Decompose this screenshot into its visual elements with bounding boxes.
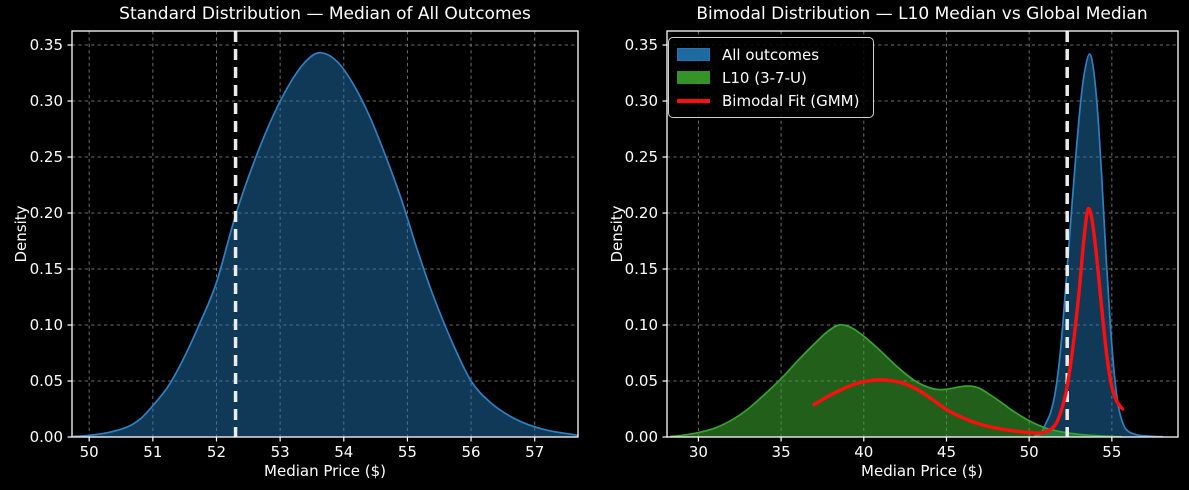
legend-row-bimodal-fit: Bimodal Fit (GMM): [677, 89, 859, 112]
x-tick-label: 54: [334, 443, 353, 461]
y-tick-label: 0.35: [30, 36, 63, 54]
axes-spines: [71, 30, 579, 438]
x-tick-label: 30: [689, 443, 708, 461]
y-tick-label: 0.30: [30, 92, 63, 110]
right-xaxis-label: Median Price ($): [861, 462, 983, 480]
x-tick-label: 56: [462, 443, 481, 461]
y-tick-label: 0.20: [625, 204, 658, 222]
legend-row-all-outcomes: All outcomes: [677, 43, 859, 66]
legend-label-all-outcomes: All outcomes: [722, 45, 820, 64]
y-tick-label: 0.25: [30, 148, 63, 166]
legend-swatch-all-outcomes: [677, 48, 710, 61]
y-tick-label: 0.15: [30, 260, 63, 278]
x-tick-label: 51: [143, 443, 162, 461]
x-tick-label: 50: [80, 443, 99, 461]
y-tick-label: 0.25: [625, 148, 658, 166]
left-yaxis-label: Density: [12, 205, 30, 263]
y-tick-label: 0.15: [625, 260, 658, 278]
kde-line-l10-kde: [670, 323, 1122, 438]
fit-line-bimodal-fit: [812, 206, 1125, 435]
y-tick-label: 0.20: [30, 204, 63, 222]
kde-area-all-outcomes: [1034, 53, 1164, 437]
x-tick-label: 40: [854, 443, 873, 461]
x-tick-label: 55: [1102, 443, 1121, 461]
legend: All outcomes L10 (3-7-U) Bimodal Fit (GMM): [668, 37, 875, 118]
x-tick-label: 35: [772, 443, 791, 461]
x-tick-label: 53: [271, 443, 290, 461]
panel-0: 50 51 52 53 54 55 56 57 0.00 0.05 0.10 0.15 0.20 0.25…: [30, 30, 579, 461]
right-yaxis-label: Density: [608, 205, 626, 263]
x-tick-label: 52: [207, 443, 226, 461]
left-panel-title: Standard Distribution — Median of All Ou…: [119, 4, 531, 24]
x-tick-label: 55: [398, 443, 417, 461]
legend-label-bimodal-fit: Bimodal Fit (GMM): [722, 91, 860, 110]
x-tick-label: 45: [937, 443, 956, 461]
legend-row-l10-kde: L10 (3-7-U): [677, 66, 859, 89]
kde-area-all-outcomes-median-kde: [73, 52, 579, 437]
panel-1: 30 35 40 45 50 55 0.00 0.05 0.10 0.15 0.20 0.25 0.30…: [625, 30, 1179, 461]
legend-swatch-l10-kde: [677, 71, 710, 84]
left-xaxis-label: Median Price ($): [264, 462, 386, 480]
axes-spines: [666, 30, 1179, 438]
legend-label-l10-kde: L10 (3-7-U): [722, 68, 807, 87]
y-tick-label: 0.10: [30, 316, 63, 334]
y-tick-label: 0.10: [625, 316, 658, 334]
legend-line-swatch-bimodal-fit: [677, 98, 710, 103]
y-tick-label: 0.00: [30, 428, 63, 446]
y-tick-label: 0.05: [30, 372, 63, 390]
y-tick-label: 0.35: [625, 36, 658, 54]
y-tick-label: 0.30: [625, 92, 658, 110]
x-tick-label: 50: [1020, 443, 1039, 461]
right-panel-title: Bimodal Distribution — L10 Median vs Glo…: [696, 4, 1148, 24]
kde-line-all-outcomes-median-kde: [73, 51, 579, 438]
x-tick-label: 57: [525, 443, 544, 461]
kde-line-all-outcomes: [1033, 53, 1164, 438]
y-tick-label: 0.00: [625, 428, 658, 446]
y-tick-label: 0.05: [625, 372, 658, 390]
